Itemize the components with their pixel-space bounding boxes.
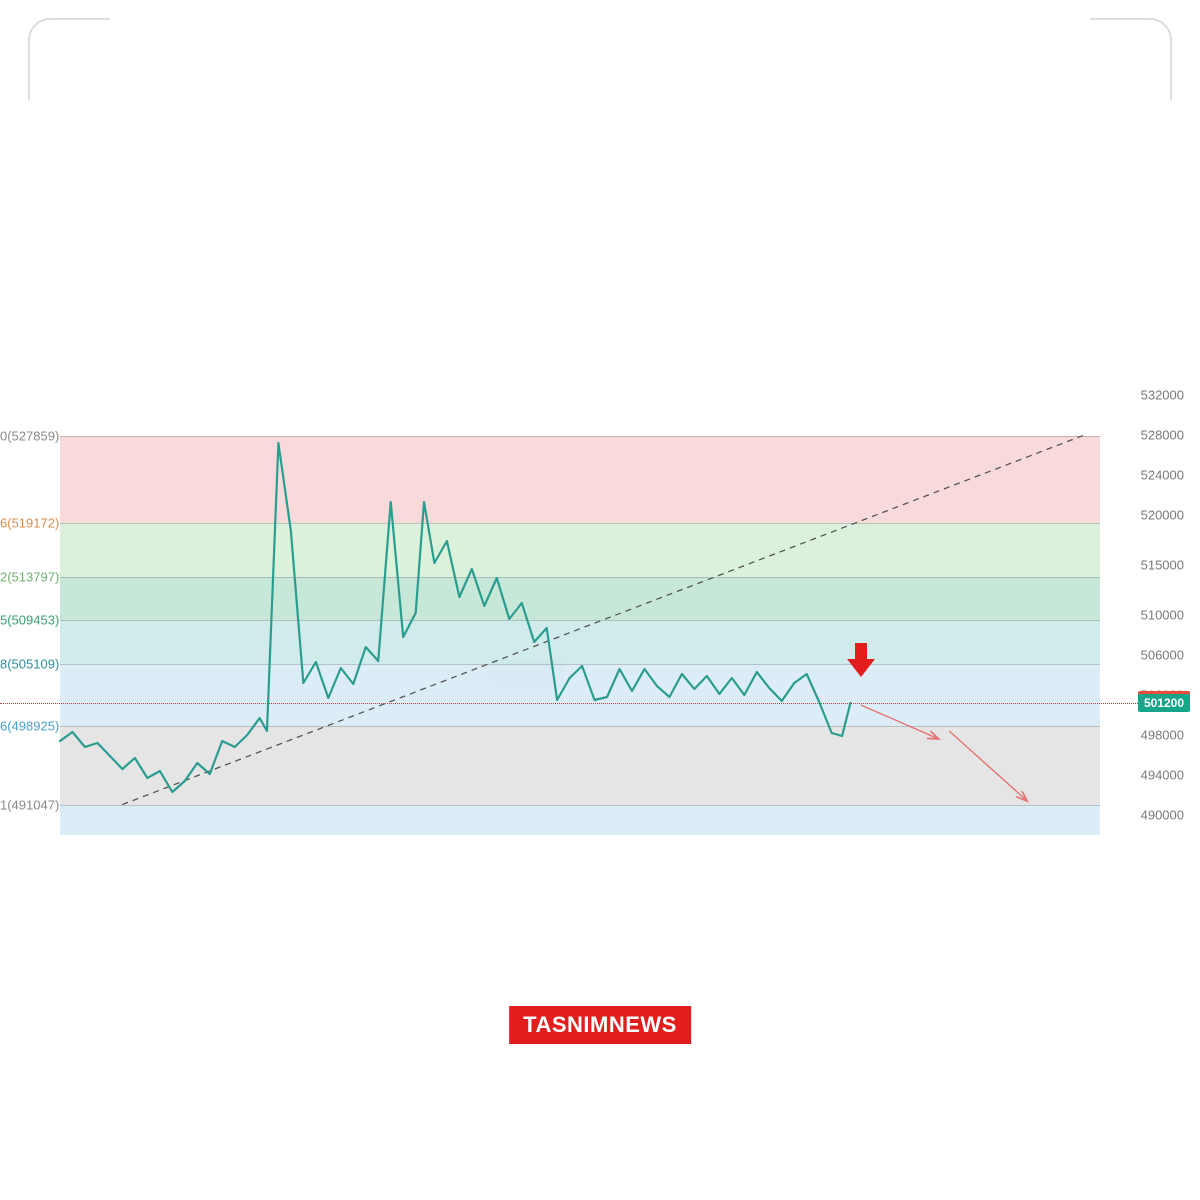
fib-label: 6(519172) — [0, 516, 59, 531]
y-axis-tick: 498000 — [1141, 728, 1184, 743]
y-axis-tick: 532000 — [1141, 388, 1184, 403]
source-watermark: TASNIMNEWS — [509, 1006, 691, 1044]
price-flag-current: 501200 — [1138, 694, 1190, 712]
fib-label: 5(509453) — [0, 613, 59, 628]
fib-label: 6(498925) — [0, 718, 59, 733]
projection-arrows — [60, 395, 1100, 835]
y-axis-tick: 524000 — [1141, 468, 1184, 483]
down-arrow-icon — [847, 643, 875, 677]
y-axis-tick: 528000 — [1141, 428, 1184, 443]
y-axis-tick: 490000 — [1141, 808, 1184, 823]
fib-label: 0(527859) — [0, 429, 59, 444]
frame-corner-top-left — [28, 18, 110, 100]
y-axis-tick: 520000 — [1141, 508, 1184, 523]
frame-corner-top-right — [1090, 18, 1172, 100]
chart-watermark — [488, 660, 564, 690]
source-text: TASNIMNEWS — [523, 1012, 677, 1037]
y-axis-tick: 494000 — [1141, 768, 1184, 783]
fib-label: 2(513797) — [0, 570, 59, 585]
price-chart: 0(527859) 6(519172) 2(513797) 5(509453) 8(50… — [0, 395, 1100, 835]
y-axis-tick: 510000 — [1141, 608, 1184, 623]
page: { "chart": { "type": "line", "background… — [0, 0, 1200, 1200]
fib-label: 1(491047) — [0, 797, 59, 812]
fib-label: 8(505109) — [0, 656, 59, 671]
y-axis-tick: 506000 — [1141, 648, 1184, 663]
y-axis-tick: 515000 — [1141, 558, 1184, 573]
